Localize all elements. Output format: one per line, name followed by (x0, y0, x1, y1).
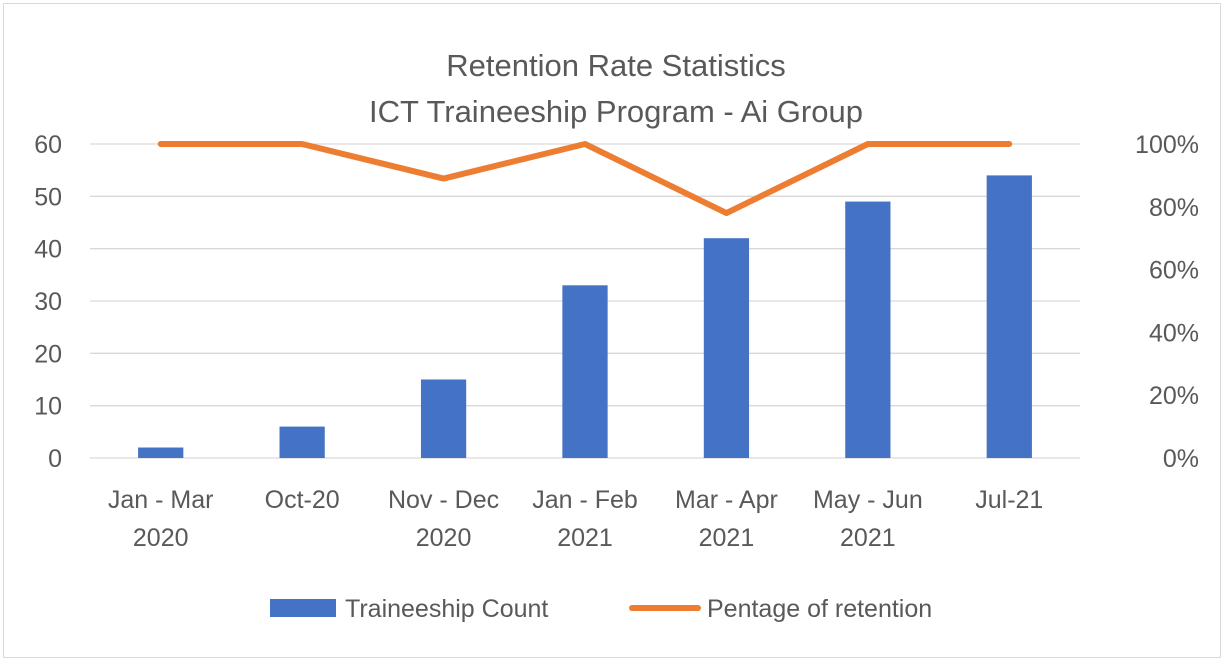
left-axis-tick-label: 20 (34, 340, 62, 368)
left-axis-tick-label: 10 (34, 393, 62, 421)
right-axis-tick-label: 20% (1149, 382, 1199, 410)
left-axis-tick-label: 50 (34, 183, 62, 211)
retention-chart: Retention Rate Statistics ICT Traineeshi… (4, 4, 1222, 659)
x-axis-tick-label: 2020 (133, 524, 189, 552)
x-axis: Jan - Mar 2020 Oct-20 Nov - Dec 2020 Jan - Fe… (108, 486, 1043, 552)
left-axis: 0 10 20 30 40 50 60 (34, 131, 62, 473)
bar-traineeship-count (138, 448, 183, 458)
chart-title: Retention Rate Statistics (446, 48, 785, 83)
bar-traineeship-count (562, 285, 607, 458)
bar-traineeship-count (280, 427, 325, 458)
legend-label-retention: Pentage of retention (707, 595, 932, 623)
bar-traineeship-count (845, 202, 890, 458)
right-axis-tick-label: 0% (1163, 445, 1199, 473)
x-axis-tick-label: 2020 (416, 524, 472, 552)
left-axis-tick-label: 30 (34, 288, 62, 316)
x-axis-tick-label: Mar - Apr (675, 486, 778, 514)
x-axis-tick-label: May - Jun (813, 486, 923, 514)
bar-series (138, 175, 1032, 458)
chart-frame: Retention Rate Statistics ICT Traineeshi… (3, 3, 1221, 658)
legend-label-traineeship-count: Traineeship Count (345, 595, 548, 623)
x-axis-tick-label: 2021 (557, 524, 613, 552)
bar-traineeship-count (987, 175, 1032, 458)
left-axis-tick-label: 60 (34, 131, 62, 159)
right-axis-tick-label: 60% (1149, 257, 1199, 285)
right-axis: 0% 20% 40% 60% 80% 100% (1135, 131, 1199, 473)
x-axis-tick-label: Nov - Dec (388, 486, 499, 514)
bar-traineeship-count (421, 380, 466, 459)
bar-traineeship-count (704, 238, 749, 458)
legend: Traineeship Count Pentage of retention (270, 595, 932, 623)
x-axis-tick-label: Jul-21 (975, 486, 1043, 514)
x-axis-tick-label: Jan - Feb (532, 486, 638, 514)
legend-swatch-traineeship-count (270, 599, 336, 617)
left-axis-tick-label: 0 (48, 445, 62, 473)
chart-subtitle: ICT Traineeship Program - Ai Group (369, 94, 863, 129)
x-axis-tick-label: 2021 (840, 524, 896, 552)
x-axis-tick-label: Oct-20 (265, 486, 340, 514)
left-axis-tick-label: 40 (34, 236, 62, 264)
right-axis-tick-label: 100% (1135, 131, 1199, 159)
right-axis-tick-label: 40% (1149, 319, 1199, 347)
x-axis-tick-label: Jan - Mar (108, 486, 214, 514)
right-axis-tick-label: 80% (1149, 194, 1199, 222)
x-axis-tick-label: 2021 (699, 524, 755, 552)
